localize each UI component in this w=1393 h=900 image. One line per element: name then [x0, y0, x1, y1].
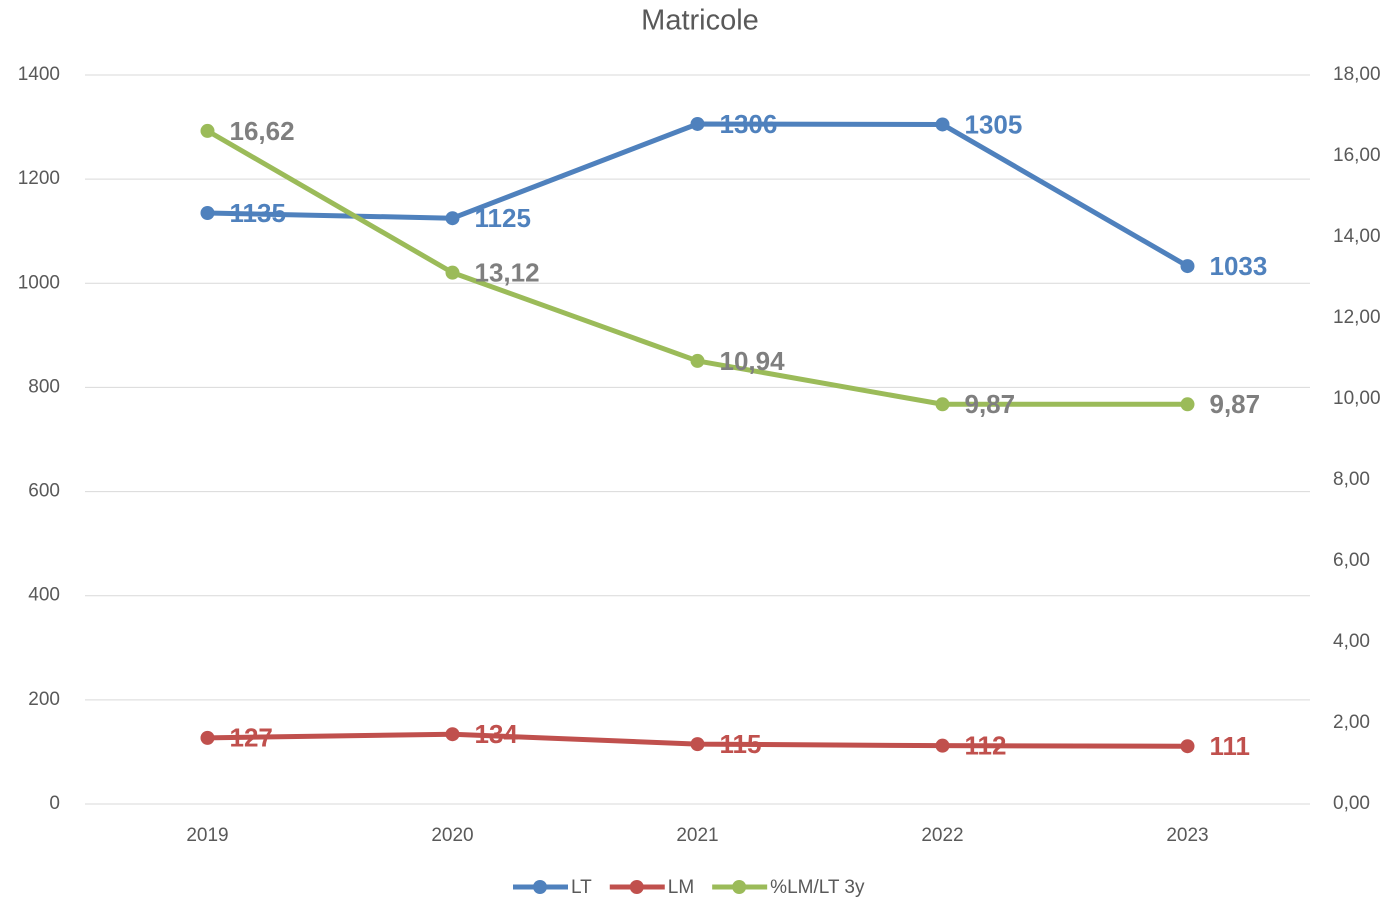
marker	[200, 205, 215, 220]
chart-title: Matricole	[641, 5, 759, 37]
legend-label: LM	[668, 877, 694, 898]
y-tick-label: 1400	[18, 64, 60, 85]
marker	[445, 727, 460, 742]
marker	[1180, 259, 1195, 274]
data-label: 112	[965, 731, 1007, 761]
data-label: 1135	[230, 198, 286, 228]
marker	[1180, 397, 1195, 412]
data-label: 1306	[720, 109, 778, 139]
data-label: 115	[720, 729, 762, 759]
marker	[445, 265, 460, 280]
legend-marker	[533, 880, 547, 894]
y2-tick-label: 18,00	[1333, 64, 1381, 85]
y2-tick-label: 6,00	[1333, 550, 1370, 571]
marker	[1180, 739, 1195, 754]
y2-tick-label: 14,00	[1333, 226, 1381, 247]
y2-tick-label: 16,00	[1333, 145, 1381, 166]
data-label: 9,87	[965, 389, 1016, 419]
y-tick-label: 800	[28, 376, 60, 397]
series-line	[207, 121, 1189, 269]
y-tick-label: 200	[28, 689, 60, 710]
y-tick-label: 1200	[18, 168, 60, 189]
marker	[935, 397, 950, 412]
marker	[200, 730, 215, 745]
marker	[445, 211, 460, 226]
marker	[690, 353, 705, 368]
data-label: 111	[1210, 731, 1251, 761]
y-tick-label: 0	[49, 793, 60, 814]
legend-label: LT	[571, 877, 592, 898]
data-label: 134	[475, 719, 519, 749]
x-tick-label: 2022	[921, 825, 963, 846]
data-label: 10,94	[720, 346, 786, 376]
y2-tick-label: 10,00	[1333, 388, 1381, 409]
marker	[935, 117, 950, 132]
y2-tick-label: 12,00	[1333, 307, 1381, 328]
y-tick-label: 400	[28, 585, 60, 606]
data-label: 1033	[1210, 251, 1268, 281]
y-tick-label: 1000	[18, 272, 60, 293]
marker	[690, 737, 705, 752]
y2-tick-label: 4,00	[1333, 631, 1370, 652]
x-tick-label: 2023	[1166, 825, 1208, 846]
x-tick-label: 2020	[431, 825, 473, 846]
data-label: 1125	[475, 203, 531, 233]
marker	[690, 116, 705, 131]
data-label: 16,62	[230, 116, 295, 146]
marker	[200, 123, 215, 138]
legend-label: %LM/LT 3y	[770, 877, 865, 898]
data-label: 13,12	[475, 258, 540, 288]
data-label: 127	[230, 723, 273, 753]
data-label: 1305	[965, 109, 1023, 139]
y2-tick-label: 8,00	[1333, 469, 1370, 490]
data-label: 9,87	[1210, 389, 1261, 419]
x-tick-label: 2021	[676, 825, 718, 846]
x-tick-label: 2019	[186, 825, 228, 846]
y-tick-label: 600	[28, 481, 60, 502]
legend-marker	[732, 880, 747, 894]
y2-tick-label: 0,00	[1333, 793, 1370, 814]
legend-marker	[629, 880, 644, 894]
marker	[935, 738, 950, 753]
y2-tick-label: 2,00	[1333, 712, 1370, 733]
